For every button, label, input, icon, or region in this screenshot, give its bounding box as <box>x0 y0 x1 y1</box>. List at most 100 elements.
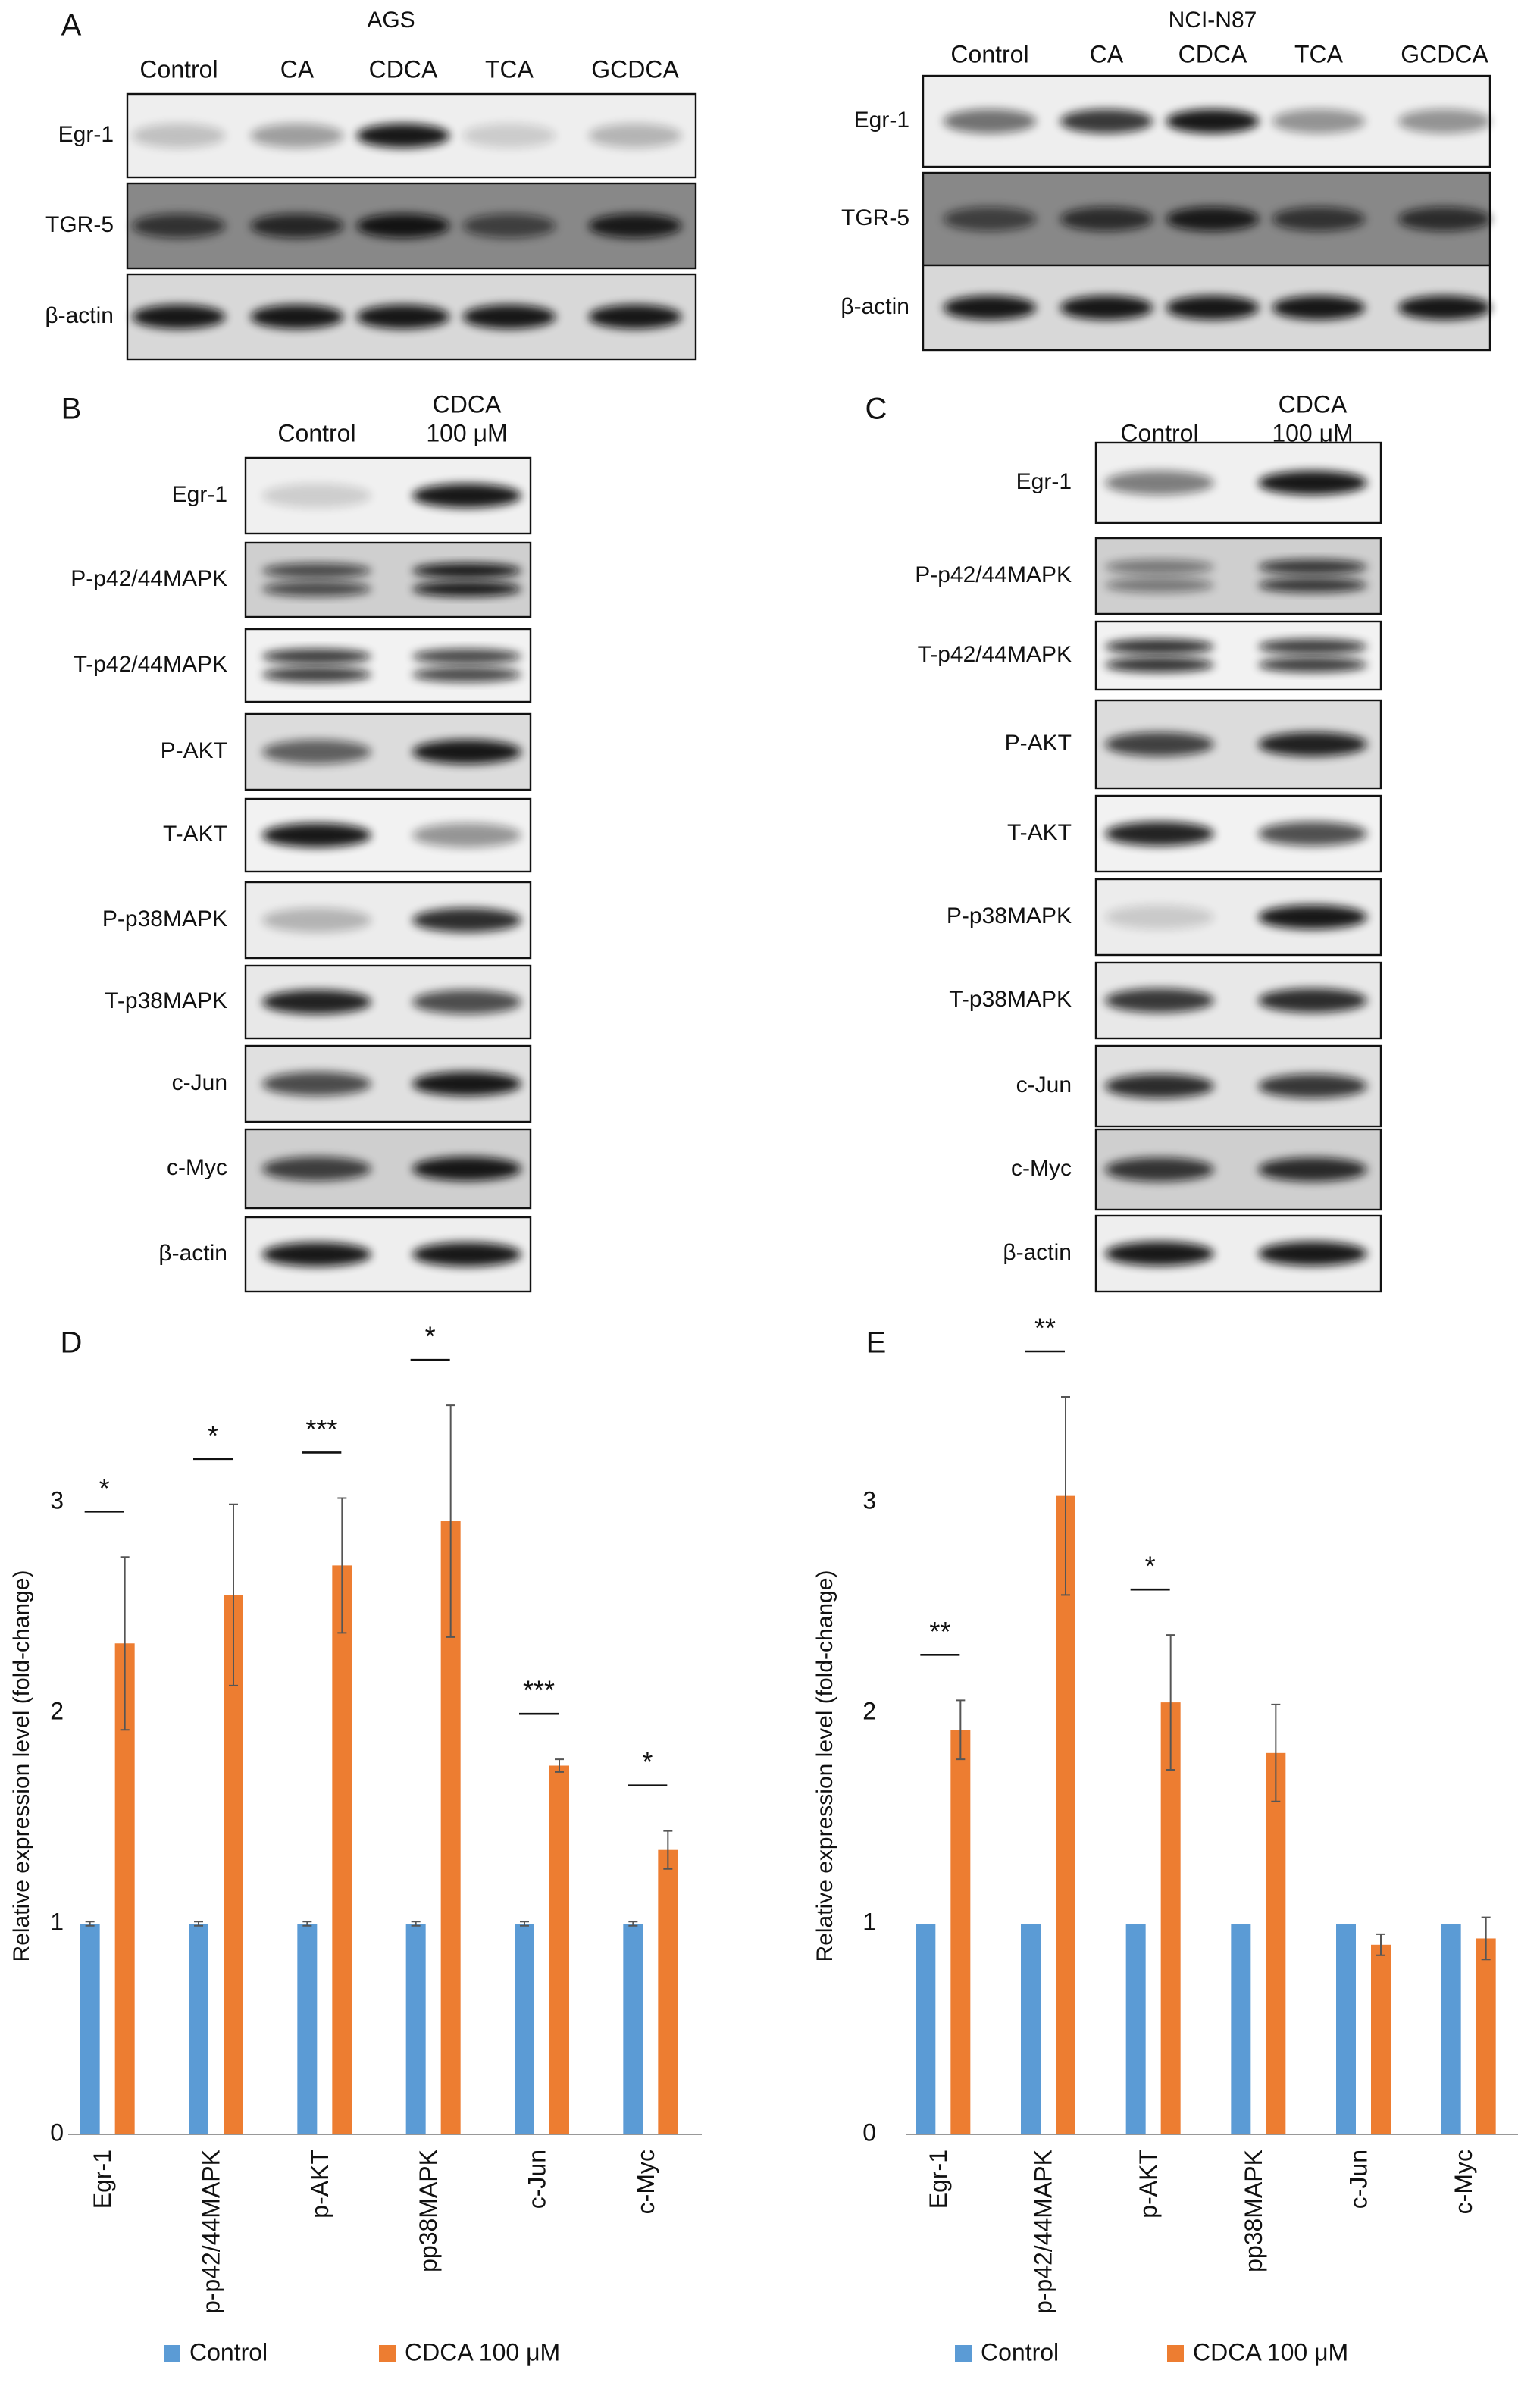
bar <box>1266 1752 1286 2134</box>
error-bar <box>1481 1916 1491 1961</box>
bar <box>80 1924 100 2134</box>
y-tick-label: 0 <box>862 2118 876 2146</box>
blot-band <box>132 214 226 238</box>
error-bar <box>628 1921 638 1927</box>
significance-label: *** <box>305 1414 337 1445</box>
blot-band <box>262 1157 371 1181</box>
error-bar <box>1271 1703 1281 1802</box>
blot-band <box>1060 296 1153 320</box>
blot-band <box>262 740 371 764</box>
error-bar <box>520 1921 529 1927</box>
x-tick-label: p-p42/44MAPK <box>197 2150 224 2314</box>
y-tick-label: 1 <box>862 1908 876 1935</box>
blot-band <box>1272 296 1366 320</box>
error-bar <box>446 1404 455 1638</box>
significance-label: ** <box>929 1616 950 1647</box>
error-bar <box>411 1921 421 1927</box>
blot-column-label: CDCA <box>369 55 438 83</box>
blot-band <box>1105 559 1214 575</box>
blot-row-label: β-actin <box>45 303 114 328</box>
blot-column-label: CDCA <box>433 390 502 418</box>
blot-band <box>1258 578 1367 593</box>
blot-band <box>262 823 371 847</box>
x-tick-label: c-Myc <box>632 2150 659 2214</box>
blot-band <box>1258 822 1367 846</box>
blot-band <box>462 124 556 148</box>
error-bar <box>956 1699 966 1761</box>
blot-band <box>1258 471 1367 495</box>
blot-band <box>412 908 521 932</box>
blot-band <box>1105 1074 1214 1098</box>
blot-title: AGS <box>367 8 415 33</box>
y-axis-title: Relative expression level (fold-change) <box>812 1570 837 1962</box>
blot-band <box>1258 639 1367 654</box>
blot-row-label: P-AKT <box>161 738 227 763</box>
blot-box <box>1094 537 1382 615</box>
blot-band <box>462 214 556 238</box>
bar <box>1160 1702 1181 2134</box>
bar <box>1336 1924 1356 2134</box>
x-tick-label: p-p42/44MAPK <box>1029 2150 1056 2314</box>
blot-band <box>1258 732 1367 756</box>
blot-band <box>412 1242 521 1267</box>
blot-row-label: P-p42/44MAPK <box>915 562 1072 587</box>
blot-band <box>412 581 521 596</box>
error-bar <box>302 1921 312 1927</box>
blot-band <box>1105 988 1214 1013</box>
panel-letter: E <box>866 1326 887 1360</box>
blot-band <box>1398 207 1491 231</box>
y-axis-title: Relative expression level (fold-change) <box>9 1570 34 1962</box>
blot-title: NCI-N87 <box>1169 8 1257 33</box>
blot-band <box>1105 822 1214 846</box>
blot-band <box>1166 109 1260 133</box>
blot-column-label: Control <box>277 419 355 446</box>
blot-row-label: c-Myc <box>1011 1156 1072 1181</box>
blot-row-label: T-p42/44MAPK <box>74 652 227 677</box>
blot-band <box>1258 1074 1367 1098</box>
bar <box>189 1924 208 2134</box>
blot-band <box>1258 1242 1367 1266</box>
panel-letter: D <box>61 1326 83 1360</box>
blot-band <box>262 1072 371 1096</box>
x-tick-label: c-Jun <box>1344 2150 1372 2209</box>
blot-row-label: Egr-1 <box>1016 469 1072 494</box>
error-bar <box>1376 1933 1385 1956</box>
legend-label: Control <box>189 2338 268 2366</box>
legend-swatch <box>164 2345 180 2362</box>
blot-column-label: CA <box>1090 40 1124 67</box>
y-tick-label: 3 <box>862 1486 876 1514</box>
blot-row-label: T-p38MAPK <box>949 987 1072 1012</box>
error-bar <box>85 1921 95 1927</box>
legend-label: CDCA 100 μM <box>405 2338 560 2366</box>
y-tick-label: 2 <box>862 1697 876 1724</box>
blot-band <box>262 990 371 1014</box>
significance-label: * <box>208 1420 218 1451</box>
x-tick-label: pp38MAPK <box>415 2150 442 2272</box>
blot-band <box>1105 905 1214 929</box>
error-bar <box>194 1921 203 1927</box>
blot-row-label: Egr-1 <box>172 482 227 507</box>
blot-band <box>262 667 371 682</box>
x-tick-label: p-AKT <box>1135 2150 1162 2218</box>
x-tick-label: Egr-1 <box>89 2150 116 2209</box>
blot-band <box>1060 207 1153 231</box>
blot-row-label: T-p38MAPK <box>105 988 227 1013</box>
blot-column-label: TCA <box>1294 40 1344 67</box>
blot-band <box>1105 471 1214 495</box>
blot-band <box>1105 639 1214 654</box>
blot-band <box>1272 207 1366 231</box>
blot-row-label: c-Myc <box>167 1155 227 1180</box>
y-tick-label: 3 <box>50 1486 64 1514</box>
bar <box>1231 1924 1251 2134</box>
legend-swatch <box>1167 2345 1184 2362</box>
significance-label: ** <box>1034 1313 1056 1344</box>
blot-row-label: T-p42/44MAPK <box>918 642 1072 667</box>
blot-band <box>1258 559 1367 575</box>
blot-band <box>1258 988 1367 1013</box>
blot-row-label: P-p38MAPK <box>102 906 227 932</box>
blot-row-label: TGR-5 <box>841 205 909 230</box>
blot-row-label: P-AKT <box>1005 731 1072 756</box>
significance-label: * <box>99 1473 110 1504</box>
x-tick-label: Egr-1 <box>925 2150 952 2209</box>
